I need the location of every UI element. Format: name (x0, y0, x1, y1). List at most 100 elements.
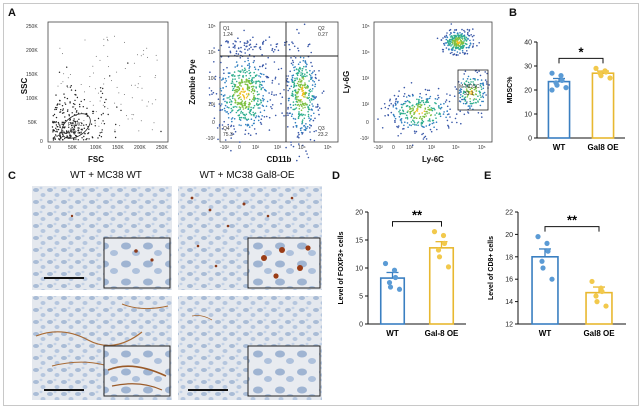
scatter-dots (208, 23, 325, 162)
ytick: 0 (212, 120, 215, 126)
ihc-cd8-gal8oe (178, 296, 322, 400)
category-label: WT (386, 329, 399, 338)
ytick: 0 (40, 139, 43, 145)
data-point (599, 288, 605, 295)
y-tick-label: 18 (505, 254, 513, 261)
pbmc-gate (61, 113, 91, 139)
data-point (603, 303, 609, 309)
y-tick-label: 10 (355, 266, 363, 273)
scatter-dots (377, 23, 490, 146)
category-label: Gal8 OE (587, 143, 619, 152)
data-point (535, 234, 541, 240)
ytick: 10⁵ (208, 24, 216, 30)
gate-value: 25.7 (70, 128, 80, 134)
xtick: 10³ (428, 145, 436, 151)
significance-bracket (558, 57, 604, 64)
ytick: 10³ (208, 76, 216, 82)
y-tick-label: 15 (355, 238, 363, 245)
xtick: 50K (68, 145, 78, 151)
significance-stars: ** (567, 213, 578, 228)
data-point (589, 278, 595, 285)
mmdsc-gate (457, 69, 489, 111)
data-point (603, 69, 609, 75)
data-point (558, 73, 564, 79)
bar-chart-cd8: 12 14 16 18 20 22 Level of CD8+ cells WT Gal8 OE… (488, 210, 626, 338)
data-point (549, 276, 555, 282)
ihc-title-wt: WT + MC38 WT (70, 170, 142, 181)
data-point (445, 264, 452, 270)
xtick: 10⁴ (298, 145, 306, 151)
category-label: WT (539, 329, 552, 338)
plot-frame (47, 21, 169, 143)
data-point (593, 293, 599, 299)
y-axis-label: SSC (20, 78, 29, 95)
y-axis-label: Level of CD8+ cells (488, 236, 495, 300)
y-tick-label: 40 (524, 40, 532, 47)
y-tick-label: 10 (524, 112, 532, 119)
xtick: 10⁵ (478, 145, 486, 151)
ytick: 10⁴ (362, 50, 370, 56)
significance-stars: * (578, 44, 584, 59)
xtick: 10³ (274, 145, 282, 151)
panel-label-a: A (8, 7, 16, 19)
x-axis-label: Ly-6C (422, 155, 444, 164)
data-point (435, 247, 442, 253)
bar-chart-mdsc: 0 10 20 30 40 MDSC% WT Gal8 OE * (507, 40, 625, 152)
significance-bracket (544, 226, 600, 232)
xtick: 150K (112, 145, 124, 151)
ytick: 10³ (362, 76, 370, 82)
flow-plot-ssc-fsc: PBMC 25.7 250K 200K 150K 100K 50K 0 0 50… (20, 21, 169, 164)
gate-label: M-MDSC (459, 84, 480, 90)
ytick: 10² (362, 102, 370, 108)
xtick: -10² (374, 145, 383, 151)
quadrant-value: 75.3 (223, 132, 233, 138)
panel-label-c: C (8, 170, 16, 182)
xtick: 10⁴ (452, 145, 460, 151)
ihc-foxp3-wt (32, 186, 172, 290)
category-label: Gal8 OE (583, 329, 615, 338)
y-tick-label: 0 (528, 136, 532, 143)
quadrant-value: 23.2 (318, 132, 328, 138)
xtick: 100K (90, 145, 102, 151)
y-tick-label: 30 (524, 64, 532, 71)
y-axis-label: Zombie Dye (188, 59, 197, 105)
ihc-title-gal8oe: WT + MC38 Gal8-OE (199, 170, 295, 181)
data-point (436, 254, 443, 260)
ytick: 200K (26, 48, 38, 54)
category-label: Gal-8 OE (425, 329, 459, 338)
y-tick-label: 16 (505, 277, 513, 284)
category-label: WT (553, 143, 566, 152)
ytick: 100K (26, 96, 38, 102)
flow-plot-zombie-cd11b: Q1 1.24 Q2 0.27 Q3 23.2 Q4 75.3 10⁵ 10⁴ … (188, 21, 339, 164)
gate-label: PBMC (68, 122, 83, 128)
quadrant-name: Q2 (318, 26, 325, 32)
xtick: 200K (134, 145, 146, 151)
data-point (594, 299, 600, 305)
data-point (563, 85, 569, 91)
data-point (554, 82, 560, 88)
panel-label-b: B (509, 7, 517, 19)
data-point (540, 265, 546, 271)
ihc-image-grid (32, 186, 322, 400)
x-axis-label: FSC (88, 155, 104, 164)
plot-frame (373, 21, 493, 143)
data-point (544, 240, 550, 246)
x-axis-label: CD11b (267, 155, 292, 164)
data-point (549, 70, 555, 76)
ytick: -10² (360, 136, 369, 142)
bar (531, 256, 559, 325)
ytick: 50K (28, 120, 38, 126)
data-point (559, 77, 565, 83)
plot-frame (219, 21, 339, 143)
y-axis-label: Level of FOXP3+ cells (338, 231, 345, 304)
data-point (593, 65, 599, 71)
data-point (392, 274, 399, 281)
y-tick-label: 0 (359, 322, 363, 329)
xtick: 10² (406, 145, 414, 151)
quadrant-value: 1.24 (223, 32, 233, 38)
ytick: 250K (26, 24, 38, 30)
ytick: 10⁵ (362, 24, 370, 30)
bar (591, 72, 615, 139)
bar (585, 291, 613, 325)
panel-label-e: E (484, 170, 492, 182)
